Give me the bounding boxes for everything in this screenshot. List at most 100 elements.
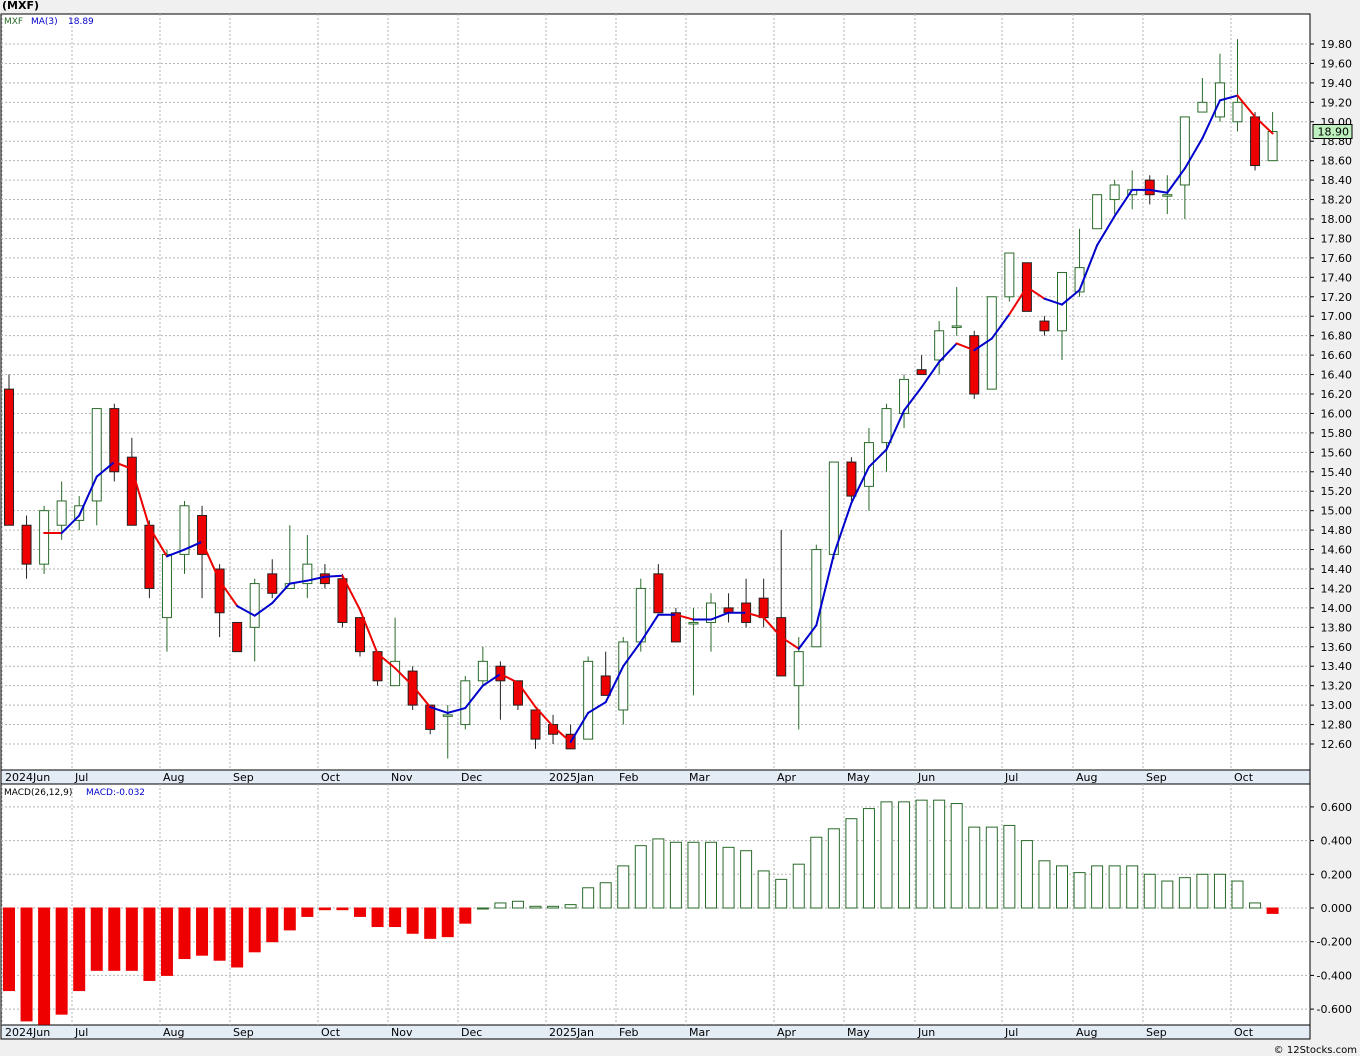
candle (881, 403, 892, 472)
candle-body-up (477, 660, 488, 682)
macd-tick-label: 0.200 (1321, 868, 1353, 881)
ma-segment (990, 313, 1011, 340)
macd-bar (248, 907, 261, 953)
price-tick-label: 19.80 (1321, 38, 1353, 51)
candle-body-down (355, 617, 365, 653)
macd-bar (301, 907, 314, 917)
ma-segment (271, 582, 291, 605)
candle-body-up (863, 442, 874, 487)
ma-segment (1078, 244, 1099, 291)
candle (232, 621, 243, 653)
candle (477, 646, 488, 686)
price-tick-label: 15.40 (1321, 466, 1353, 479)
price-tick-label: 17.60 (1321, 252, 1353, 265)
macd-bar (178, 907, 191, 960)
candle (56, 481, 67, 540)
candle-body-down (109, 408, 120, 473)
candle-body-up (828, 461, 839, 555)
macd-bar (459, 907, 472, 924)
price-tick-label: 17.80 (1321, 232, 1353, 245)
price-tick-label: 12.80 (1321, 719, 1353, 732)
macd-bar (1196, 873, 1209, 909)
candle (512, 680, 523, 710)
ma-segment (552, 725, 572, 744)
candle-body-down (319, 573, 330, 585)
candle (1039, 316, 1050, 336)
candle (986, 296, 997, 390)
ma-segment (201, 540, 221, 582)
macd-x-label: Jun (917, 1026, 935, 1039)
price-x-label: Apr (777, 771, 797, 784)
ma-segment (148, 526, 168, 558)
price-tick-label: 19.20 (1321, 96, 1353, 109)
macd-bar (810, 836, 823, 909)
price-tick-label: 14.20 (1321, 582, 1353, 595)
macd-bar (968, 826, 981, 909)
macd-bar (73, 907, 86, 992)
macd-bar (985, 826, 998, 909)
ma-segment (499, 673, 519, 684)
macd-bar (3, 907, 15, 992)
macd-x-label: Jul (1004, 1026, 1018, 1039)
candle-body-down (1039, 320, 1050, 332)
macd-x-label: Nov (391, 1026, 413, 1039)
ma-segment (622, 640, 642, 668)
candle-body-down (337, 578, 348, 623)
last-price-label: 18.90 (1318, 126, 1350, 139)
candle (249, 578, 260, 662)
candle (670, 607, 681, 643)
price-tick-label: 19.60 (1321, 57, 1353, 70)
candle-body-down (4, 388, 14, 526)
macd-legend-value: MACD:-0.032 (86, 788, 145, 798)
ma-segment (1008, 286, 1028, 316)
price-tick-label: 15.80 (1321, 427, 1353, 440)
price-tick-label: 13.00 (1321, 699, 1353, 712)
candle-body-up (1162, 194, 1173, 197)
candle-body-up (899, 378, 910, 414)
price-tick-label: 18.00 (1321, 213, 1353, 226)
price-x-label: Jun (917, 771, 935, 784)
macd-bar (424, 907, 437, 939)
macd-bar (950, 803, 963, 909)
candle (793, 637, 804, 730)
price-tick-label: 18.20 (1321, 194, 1353, 207)
candle (1092, 194, 1103, 230)
macd-x-label: 2024Jun (5, 1026, 50, 1039)
macd-bar (389, 907, 402, 928)
macd-bar (20, 907, 33, 1022)
macd-tick-label: 0.400 (1321, 835, 1353, 848)
candle-body-up (161, 553, 172, 619)
macd-x-label: 2025Jan (549, 1026, 594, 1039)
price-tick-label: 16.40 (1321, 369, 1353, 382)
candle (355, 617, 365, 657)
price-tick-label: 13.40 (1321, 660, 1353, 673)
candle-body-up (1267, 131, 1278, 162)
price-tick-label: 17.40 (1321, 271, 1353, 284)
macd-bar (1161, 880, 1174, 909)
ma-segment (78, 475, 98, 517)
price-panel (0, 13, 1311, 771)
candle (600, 651, 611, 696)
macd-bar (196, 907, 209, 956)
price-x-label: Nov (391, 771, 413, 784)
ma-segment (1043, 297, 1063, 306)
macd-bar (1249, 902, 1262, 909)
ma-segment (130, 467, 151, 529)
candle (934, 321, 945, 375)
candle-body-up (1109, 184, 1120, 201)
candle-body-up (934, 330, 945, 361)
candle-body-up (1004, 252, 1015, 298)
candle-body-up (793, 651, 804, 687)
macd-bar (90, 907, 103, 971)
ma-segment (569, 711, 590, 744)
ma-segment (832, 501, 853, 556)
ma-segment (955, 342, 976, 352)
ma-segment (253, 602, 274, 617)
ma-segment (780, 636, 800, 650)
candle (846, 457, 857, 501)
price-x-label: Sep (1146, 771, 1167, 784)
macd-x-label: May (847, 1026, 870, 1039)
candle (197, 505, 208, 599)
ma-segment (973, 337, 993, 352)
price-x-label: Aug (1076, 771, 1097, 784)
